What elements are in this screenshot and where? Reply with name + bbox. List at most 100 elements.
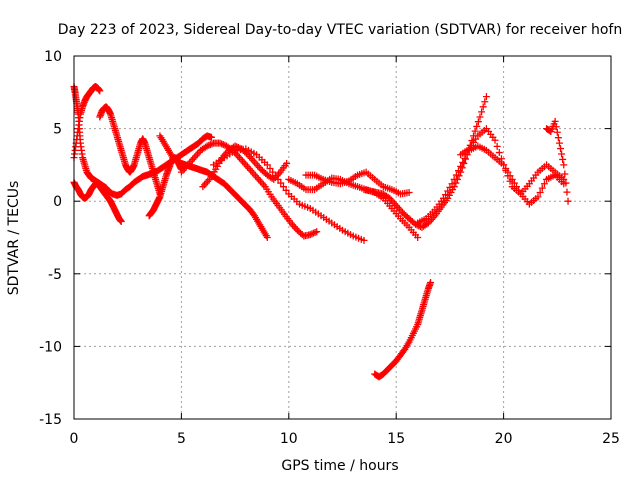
data-point xyxy=(482,93,490,101)
data-point xyxy=(446,183,454,191)
data-point xyxy=(279,183,287,191)
data-point xyxy=(439,194,447,202)
series-arc11 xyxy=(302,168,413,198)
data-point xyxy=(96,87,104,95)
grid-layer xyxy=(74,56,611,419)
y-tick-label: 5 xyxy=(53,122,62,138)
data-point xyxy=(540,180,548,188)
data-point xyxy=(552,123,560,131)
data-point xyxy=(205,141,213,149)
data-point xyxy=(263,161,271,169)
data-point xyxy=(557,145,565,153)
data-point xyxy=(479,103,487,111)
series-layer xyxy=(70,82,572,381)
series-arc12 xyxy=(360,93,490,231)
data-point xyxy=(274,175,282,183)
data-point xyxy=(233,143,241,151)
data-point xyxy=(277,179,285,187)
data-point xyxy=(559,155,567,163)
data-point xyxy=(554,134,562,142)
data-point xyxy=(219,141,227,149)
data-point xyxy=(282,186,290,194)
x-tick-label: 15 xyxy=(387,431,405,447)
series-arc4 xyxy=(96,103,164,198)
data-point xyxy=(206,141,214,149)
data-point xyxy=(306,231,314,239)
series-arc3 xyxy=(70,82,104,162)
series-arc2 xyxy=(70,178,125,226)
data-point xyxy=(444,187,452,195)
series-arc13 xyxy=(371,279,435,381)
y-tick-label: -10 xyxy=(39,339,62,355)
data-point xyxy=(308,230,316,238)
series-arc9 xyxy=(210,145,368,244)
data-point xyxy=(474,118,482,126)
data-point xyxy=(555,139,563,147)
data-point xyxy=(310,229,318,237)
x-axis-label: GPS time / hours xyxy=(281,458,398,474)
plot-frame xyxy=(73,55,612,420)
data-point xyxy=(478,108,486,116)
data-point xyxy=(459,158,467,166)
data-point xyxy=(283,159,291,167)
data-point xyxy=(473,122,481,130)
data-point xyxy=(269,168,277,176)
data-point xyxy=(538,184,546,192)
data-point xyxy=(551,117,559,125)
data-point xyxy=(561,170,569,178)
data-point xyxy=(313,228,321,236)
y-tick-label: -15 xyxy=(39,412,62,428)
data-point xyxy=(471,127,479,135)
data-point xyxy=(534,193,542,201)
data-point xyxy=(476,113,484,121)
data-point xyxy=(457,162,465,170)
data-point xyxy=(208,140,216,148)
data-point xyxy=(298,231,306,239)
series-arc6 xyxy=(156,132,271,241)
data-point xyxy=(506,177,514,185)
chart-title: Day 223 of 2023, Sidereal Day-to-day VTE… xyxy=(58,22,622,38)
data-point xyxy=(203,142,211,150)
data-point xyxy=(558,150,566,158)
data-point xyxy=(405,188,413,196)
data-point xyxy=(414,234,422,241)
data-point xyxy=(448,180,456,188)
data-point xyxy=(311,228,319,236)
data-point xyxy=(427,279,435,287)
data-point xyxy=(553,128,561,136)
y-tick-label: -5 xyxy=(48,267,62,283)
data-point xyxy=(562,179,570,187)
data-point xyxy=(495,149,503,157)
data-point xyxy=(216,139,224,147)
series-arc16 xyxy=(543,117,572,205)
data-point xyxy=(504,172,512,180)
data-point xyxy=(360,236,368,244)
data-point xyxy=(497,155,505,163)
data-point xyxy=(452,171,460,179)
y-axis-label: SDTVAR / TECUs xyxy=(6,181,22,296)
data-point xyxy=(454,167,462,175)
data-point xyxy=(442,191,450,199)
data-point xyxy=(500,161,508,169)
data-point xyxy=(218,140,226,148)
x-tick-label: 5 xyxy=(177,431,186,447)
data-point xyxy=(266,165,274,173)
data-point xyxy=(560,175,568,183)
series-arc15 xyxy=(457,125,568,198)
data-point xyxy=(117,218,125,226)
x-tick-label: 25 xyxy=(602,431,620,447)
data-point xyxy=(563,188,571,196)
x-tick-label: 10 xyxy=(280,431,298,447)
data-point xyxy=(493,142,501,150)
data-point xyxy=(263,234,271,241)
data-point xyxy=(564,197,572,205)
data-point xyxy=(450,175,458,183)
data-point xyxy=(207,133,215,141)
data-point xyxy=(452,179,460,187)
data-point xyxy=(536,188,544,196)
data-point xyxy=(461,154,469,162)
x-tick-label: 20 xyxy=(495,431,513,447)
y-tick-label: 10 xyxy=(44,49,62,65)
y-tick-label: 0 xyxy=(53,194,62,210)
